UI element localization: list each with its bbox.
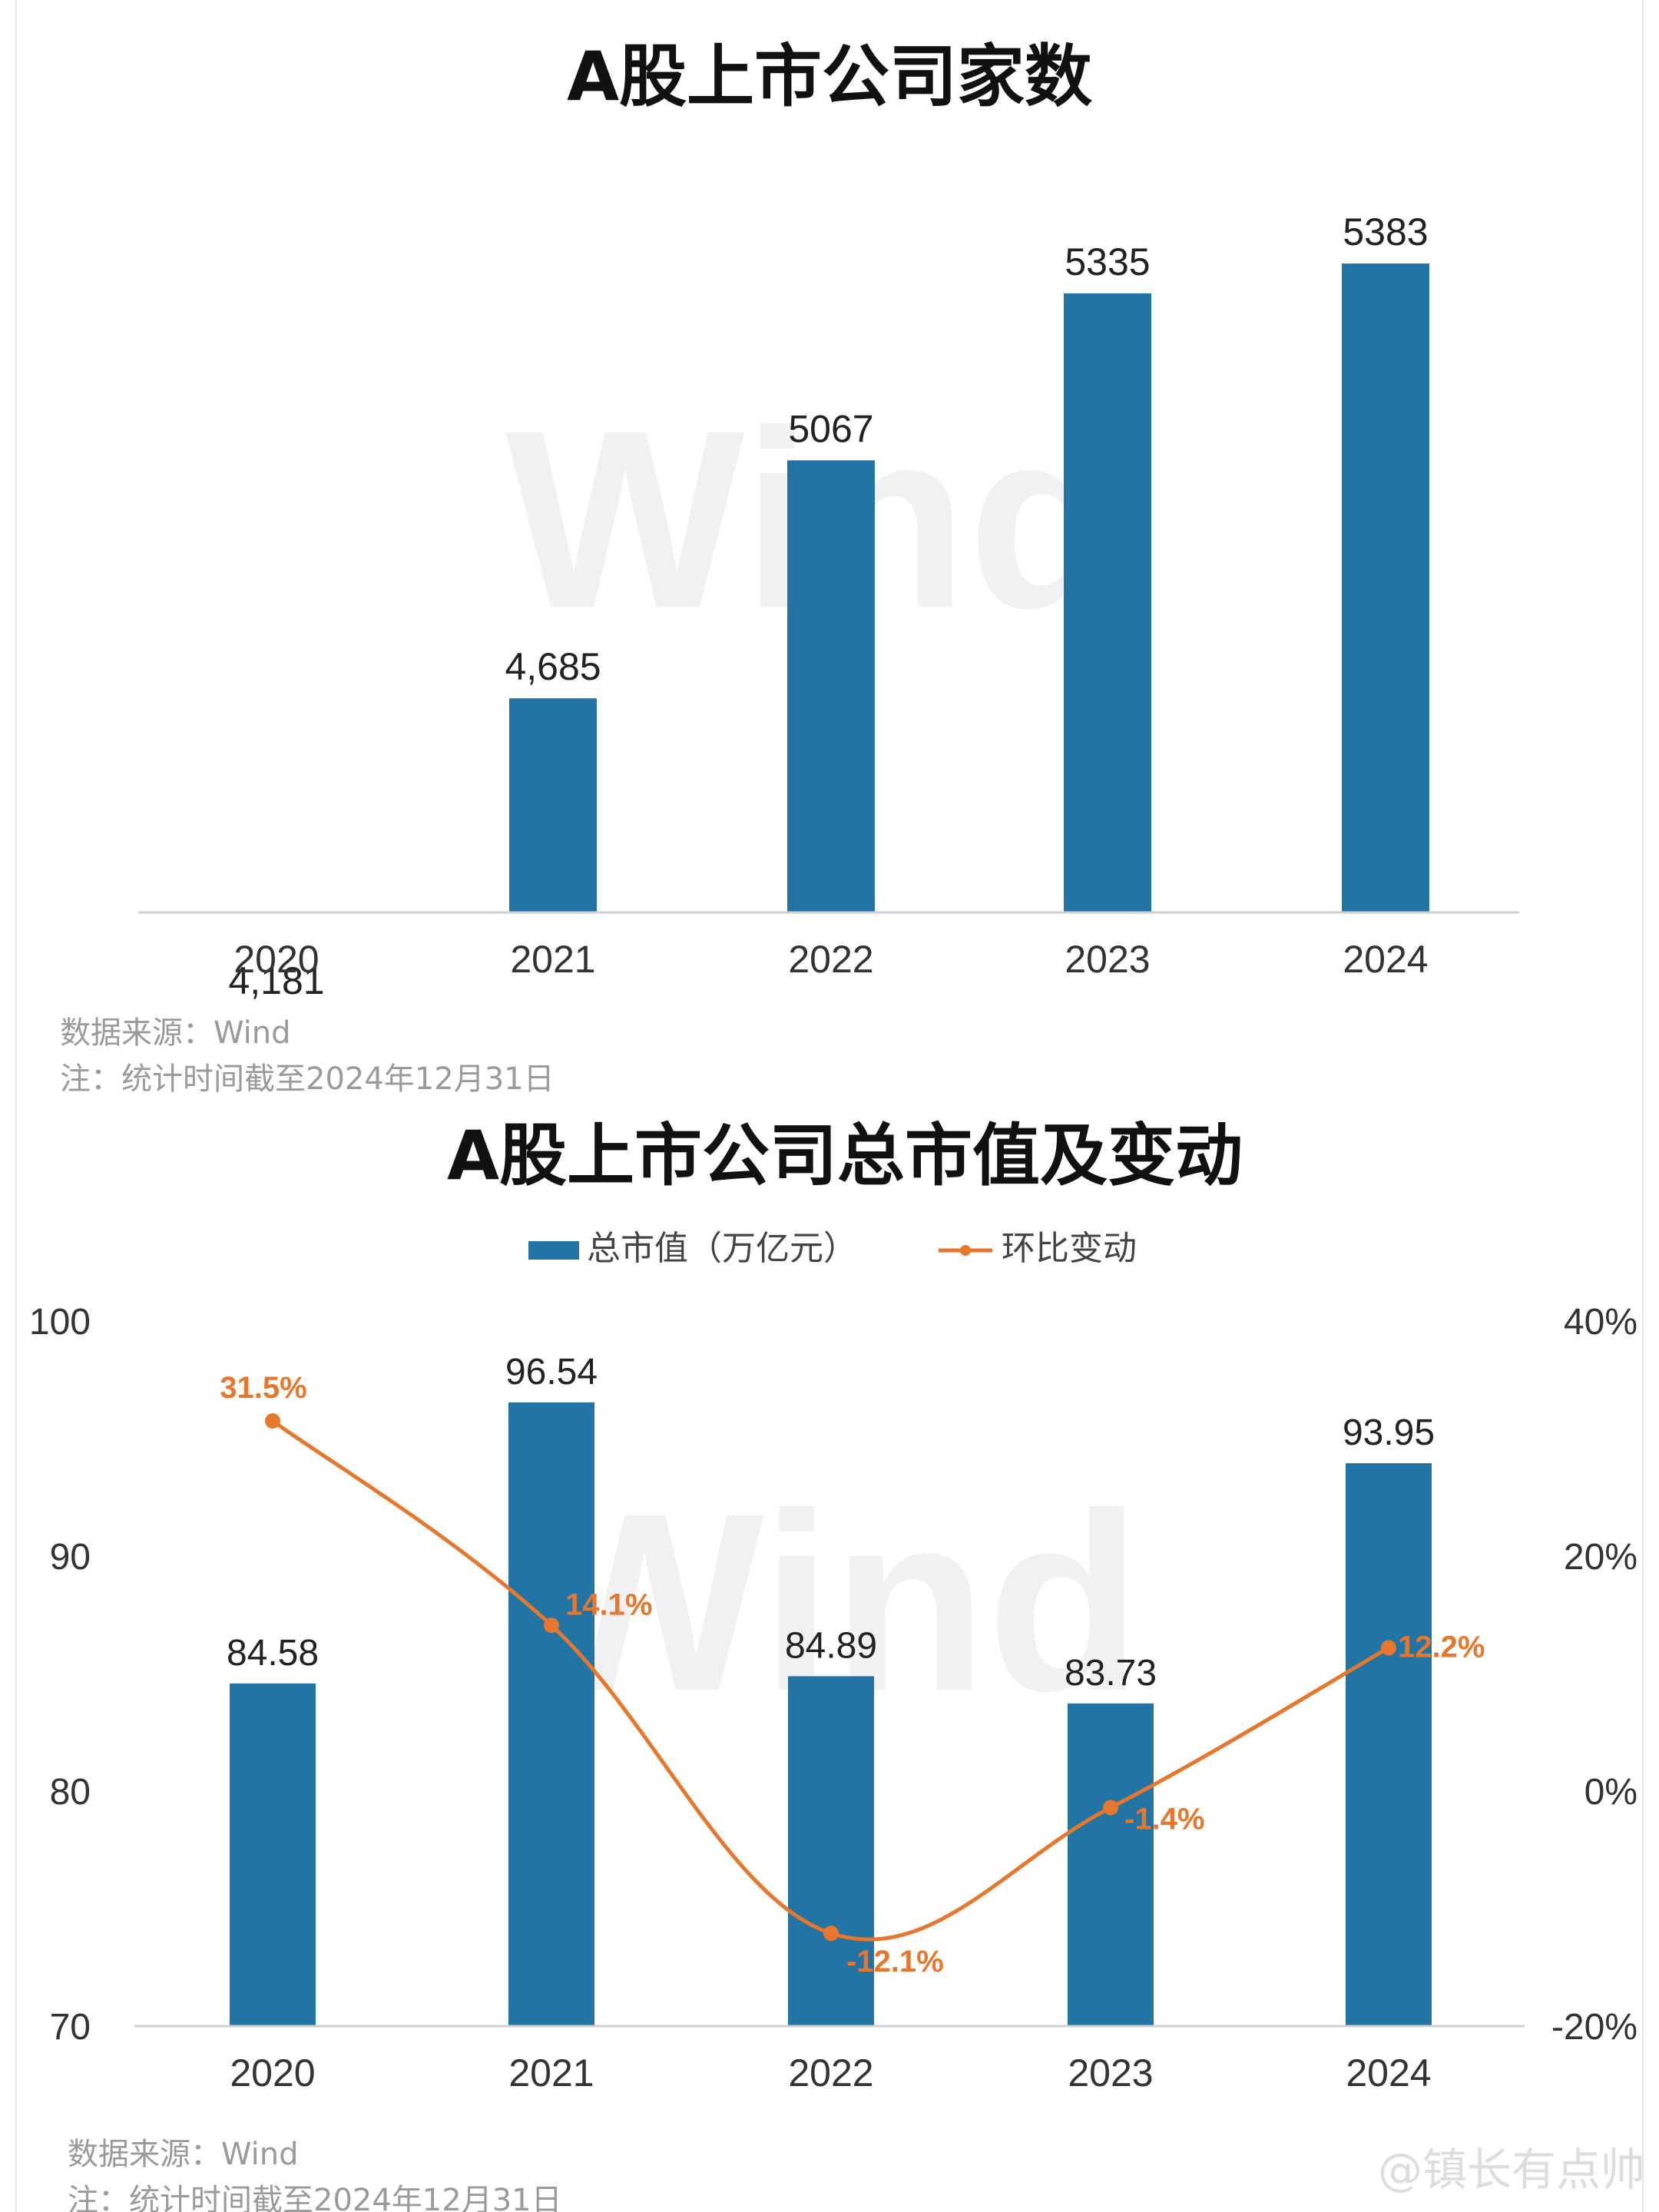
pct-label-2021: 14.1% [565,1588,652,1621]
line-point-2021 [544,1618,559,1634]
line-point-2020 [265,1413,280,1429]
bar-2023 [1068,1703,1154,2026]
chart-title: A股上市公司总市值及变动 [447,1116,1243,1195]
y-left-tick-70: 70 [50,2007,91,2048]
data-label-2022: 5067 [788,407,873,450]
y-right-tick-20%: 20% [1564,1537,1637,1578]
x-tick-2023: 2023 [1065,938,1150,981]
line-point-2023 [1103,1800,1118,1816]
pct-label-2020: 31.5% [220,1371,306,1405]
x-tick-2021: 2021 [510,938,595,981]
source-note: 数据来源：Wind [68,2137,299,2172]
weibo-credit: @镇长有点帅 [1377,2144,1645,2196]
y-right-tick-0%: 0% [1584,1772,1637,1813]
legend-line-label: 环比变动 [1002,1229,1137,1268]
market-cap-chart: Wind A股上市公司总市值及变动 总市值（万亿元） 环比变动 10090807… [29,1116,1637,2212]
panel-border-left [15,1106,17,2212]
data-label-2024: 5383 [1343,210,1428,253]
x-tick-2020: 2020 [233,938,319,981]
x-tick-2023: 2023 [1068,2051,1153,2094]
chart-title: A股上市公司家数 [567,37,1092,116]
y-right-tick-40%: 40% [1564,1302,1637,1343]
bar-label-2021: 96.54 [505,1352,598,1392]
bar-2024 [1346,1463,1432,2026]
footnote: 注：统计时间截至2024年12月31日 [60,1061,555,1097]
pct-label-2024: 12.2% [1398,1630,1485,1664]
pct-label-2023: -1.4% [1124,1802,1205,1836]
x-tick-2024: 2024 [1343,938,1428,981]
data-label-2021: 4,685 [505,645,601,688]
x-tick-2024: 2024 [1346,2051,1431,2094]
pct-label-2022: -12.1% [846,1945,944,1979]
x-tick-2020: 2020 [230,2051,315,2094]
bar-2023 [1064,293,1151,912]
footnote: 注：统计时间截至2024年12月31日 [68,2183,562,2212]
x-tick-2021: 2021 [508,2051,594,2094]
y-left-tick-80: 80 [50,1772,91,1813]
bar-2020 [230,1683,316,2026]
line-point-2024 [1381,1640,1396,1656]
bar-2024 [1342,263,1429,912]
panel-border-left [15,0,17,1106]
legend-bar-label: 总市值（万亿元） [587,1229,857,1268]
y-left-tick-100: 100 [29,1302,91,1343]
bar-2022 [788,1676,874,2026]
bar-label-2022: 84.89 [785,1625,877,1666]
bar-2021 [509,698,597,912]
y-right-tick--20%: -20% [1551,2007,1637,2048]
bar-label-2020: 84.58 [227,1633,319,1674]
line-point-2022 [823,1926,839,1942]
bar-2022 [787,460,875,912]
data-label-2023: 5335 [1065,240,1150,283]
data-label-2020: 4,181 [228,959,324,1002]
legend: 总市值（万亿元） 环比变动 [528,1229,1137,1268]
panel-border-right [1642,1106,1644,2212]
y-left-tick-90: 90 [50,1537,91,1578]
bar-2021 [508,1402,594,2026]
source-note: 数据来源：Wind [60,1015,291,1051]
x-tick-2022: 2022 [788,938,873,981]
legend-bar-swatch [528,1241,579,1260]
bar-label-2024: 93.95 [1343,1412,1435,1453]
x-tick-2022: 2022 [788,2051,873,2094]
legend-line-marker [960,1245,971,1256]
panel-border-right [1642,0,1644,1106]
bar-label-2023: 83.73 [1065,1653,1157,1694]
market-cap-chart-panel: Wind A股上市公司总市值及变动 总市值（万亿元） 环比变动 100 90 80 7… [0,1106,1659,2212]
